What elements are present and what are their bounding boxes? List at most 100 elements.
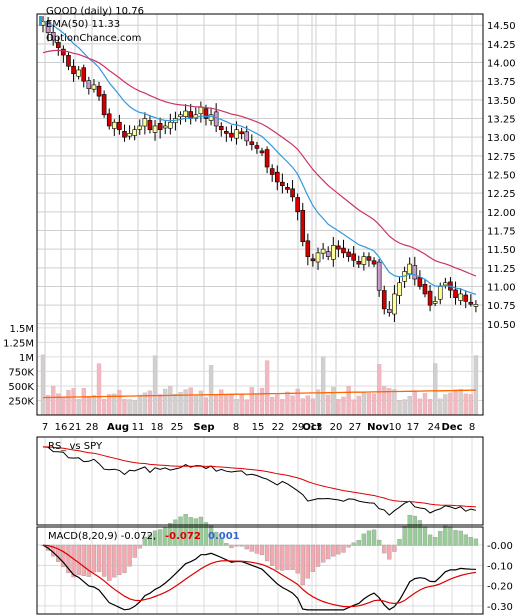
candle-body	[122, 130, 127, 138]
volume-bar	[219, 389, 224, 416]
candle-body	[463, 294, 469, 302]
macd-histogram-bar	[157, 529, 163, 546]
candle-body	[152, 125, 158, 133]
axes: 14.50 14.25 14.00 13.75 13.50 13.25 13.00 12.75…	[3, 21, 516, 433]
macd-histogram-bar	[473, 538, 479, 546]
volume-bar	[152, 355, 158, 416]
macd-histogram-bar	[254, 544, 260, 554]
macd-histogram-bar	[305, 544, 310, 579]
candle-body	[203, 108, 209, 119]
date-tick-label: 7	[42, 422, 48, 433]
ema20-line	[42, 20, 477, 296]
candle-body	[381, 290, 387, 310]
macd-histogram-bar	[295, 544, 300, 574]
macd-histogram-bar	[203, 522, 209, 546]
candle-body	[101, 94, 107, 116]
volume-bar	[331, 386, 336, 416]
macd-histogram-bar	[392, 544, 397, 552]
candle-body	[336, 245, 341, 250]
volume-tick-label: 1.5M	[9, 324, 34, 335]
date-tick-label: 11	[132, 422, 145, 433]
volume-bar	[132, 399, 137, 416]
macd-histogram-bar	[468, 536, 473, 546]
candle-body	[55, 42, 61, 48]
candle-body	[285, 186, 290, 190]
macd-histogram-bar	[453, 530, 458, 546]
macd-histogram-bar	[326, 544, 331, 560]
candle-body	[208, 114, 214, 121]
macd-tick-label: -0.10	[487, 561, 513, 572]
macd-histogram-bar	[331, 544, 336, 557]
volume-bar	[366, 393, 372, 416]
volume-bar	[275, 394, 280, 416]
price-tick-label: 11.25	[487, 264, 516, 275]
volume-bar	[101, 399, 107, 416]
macd-histogram-bar	[249, 544, 254, 552]
volume-bar	[193, 394, 198, 416]
macd-histogram-bar	[433, 537, 438, 546]
macd-histogram-bar	[366, 530, 372, 546]
volume-bar	[310, 398, 316, 416]
macd-histogram-bar	[285, 544, 290, 570]
volume-bar	[127, 399, 132, 416]
volume-bar	[427, 399, 433, 416]
rs-line	[42, 446, 477, 516]
panel-border	[36, 13, 484, 416]
volume-bar	[203, 397, 209, 416]
volume-bar	[417, 398, 423, 416]
candle-body	[234, 129, 239, 139]
candle-body	[432, 301, 438, 304]
macd-histogram-bar	[214, 531, 219, 546]
volume-bar	[382, 386, 387, 416]
candle-body	[168, 121, 173, 129]
macd-histogram-bar	[382, 544, 387, 554]
volume-bar	[371, 393, 377, 416]
panel-frames	[36, 13, 484, 615]
legend-color-swatch	[39, 16, 42, 26]
candle-body	[331, 245, 336, 260]
macd-histogram-bar	[448, 526, 453, 546]
volume-bar	[412, 390, 417, 416]
macd-histogram-bar	[356, 540, 361, 546]
candle-body	[412, 265, 418, 280]
volume-bar	[163, 388, 168, 416]
macd-histogram-bar	[198, 516, 204, 546]
macd-histogram-bar	[422, 526, 428, 546]
macd-histogram-bar	[376, 539, 382, 546]
volume-bar	[86, 396, 91, 416]
volume-bar	[96, 363, 102, 416]
date-tick-label: 25	[171, 422, 184, 433]
volume-bar	[117, 389, 122, 416]
candle-body	[127, 133, 132, 137]
macd-histogram-bar	[346, 544, 351, 548]
volume-bar	[66, 390, 71, 416]
date-tick-label: 16	[55, 422, 68, 433]
date-tick-label: Oct	[302, 422, 321, 433]
candle-body	[274, 171, 280, 183]
date-tick-label: Nov	[367, 422, 389, 433]
macd-histogram-bar	[244, 544, 249, 550]
price-tick-label: 14.25	[487, 40, 516, 51]
volume-bar	[463, 393, 468, 416]
macd-histogram-bar	[178, 516, 183, 546]
volume-bar	[448, 392, 453, 416]
volume-bar	[407, 395, 412, 416]
candle-body	[157, 123, 163, 131]
macd-histogram-bar	[438, 531, 443, 546]
macd-histogram-bar	[76, 544, 81, 576]
candle-body	[198, 107, 204, 115]
candle-body	[117, 121, 122, 131]
volume-bar	[376, 364, 382, 416]
candle-body	[269, 168, 275, 175]
date-tick-label: Dec	[441, 422, 462, 433]
volume-bar	[249, 387, 254, 416]
candle-body	[86, 80, 92, 89]
macd-histogram-bar	[458, 530, 463, 546]
candle-body	[132, 129, 137, 136]
candle-body	[259, 150, 265, 154]
volume-bar	[224, 394, 229, 416]
candle-body	[106, 113, 112, 127]
candle-body	[468, 301, 474, 305]
volume-bar	[392, 389, 397, 416]
volume-bar	[229, 394, 234, 416]
